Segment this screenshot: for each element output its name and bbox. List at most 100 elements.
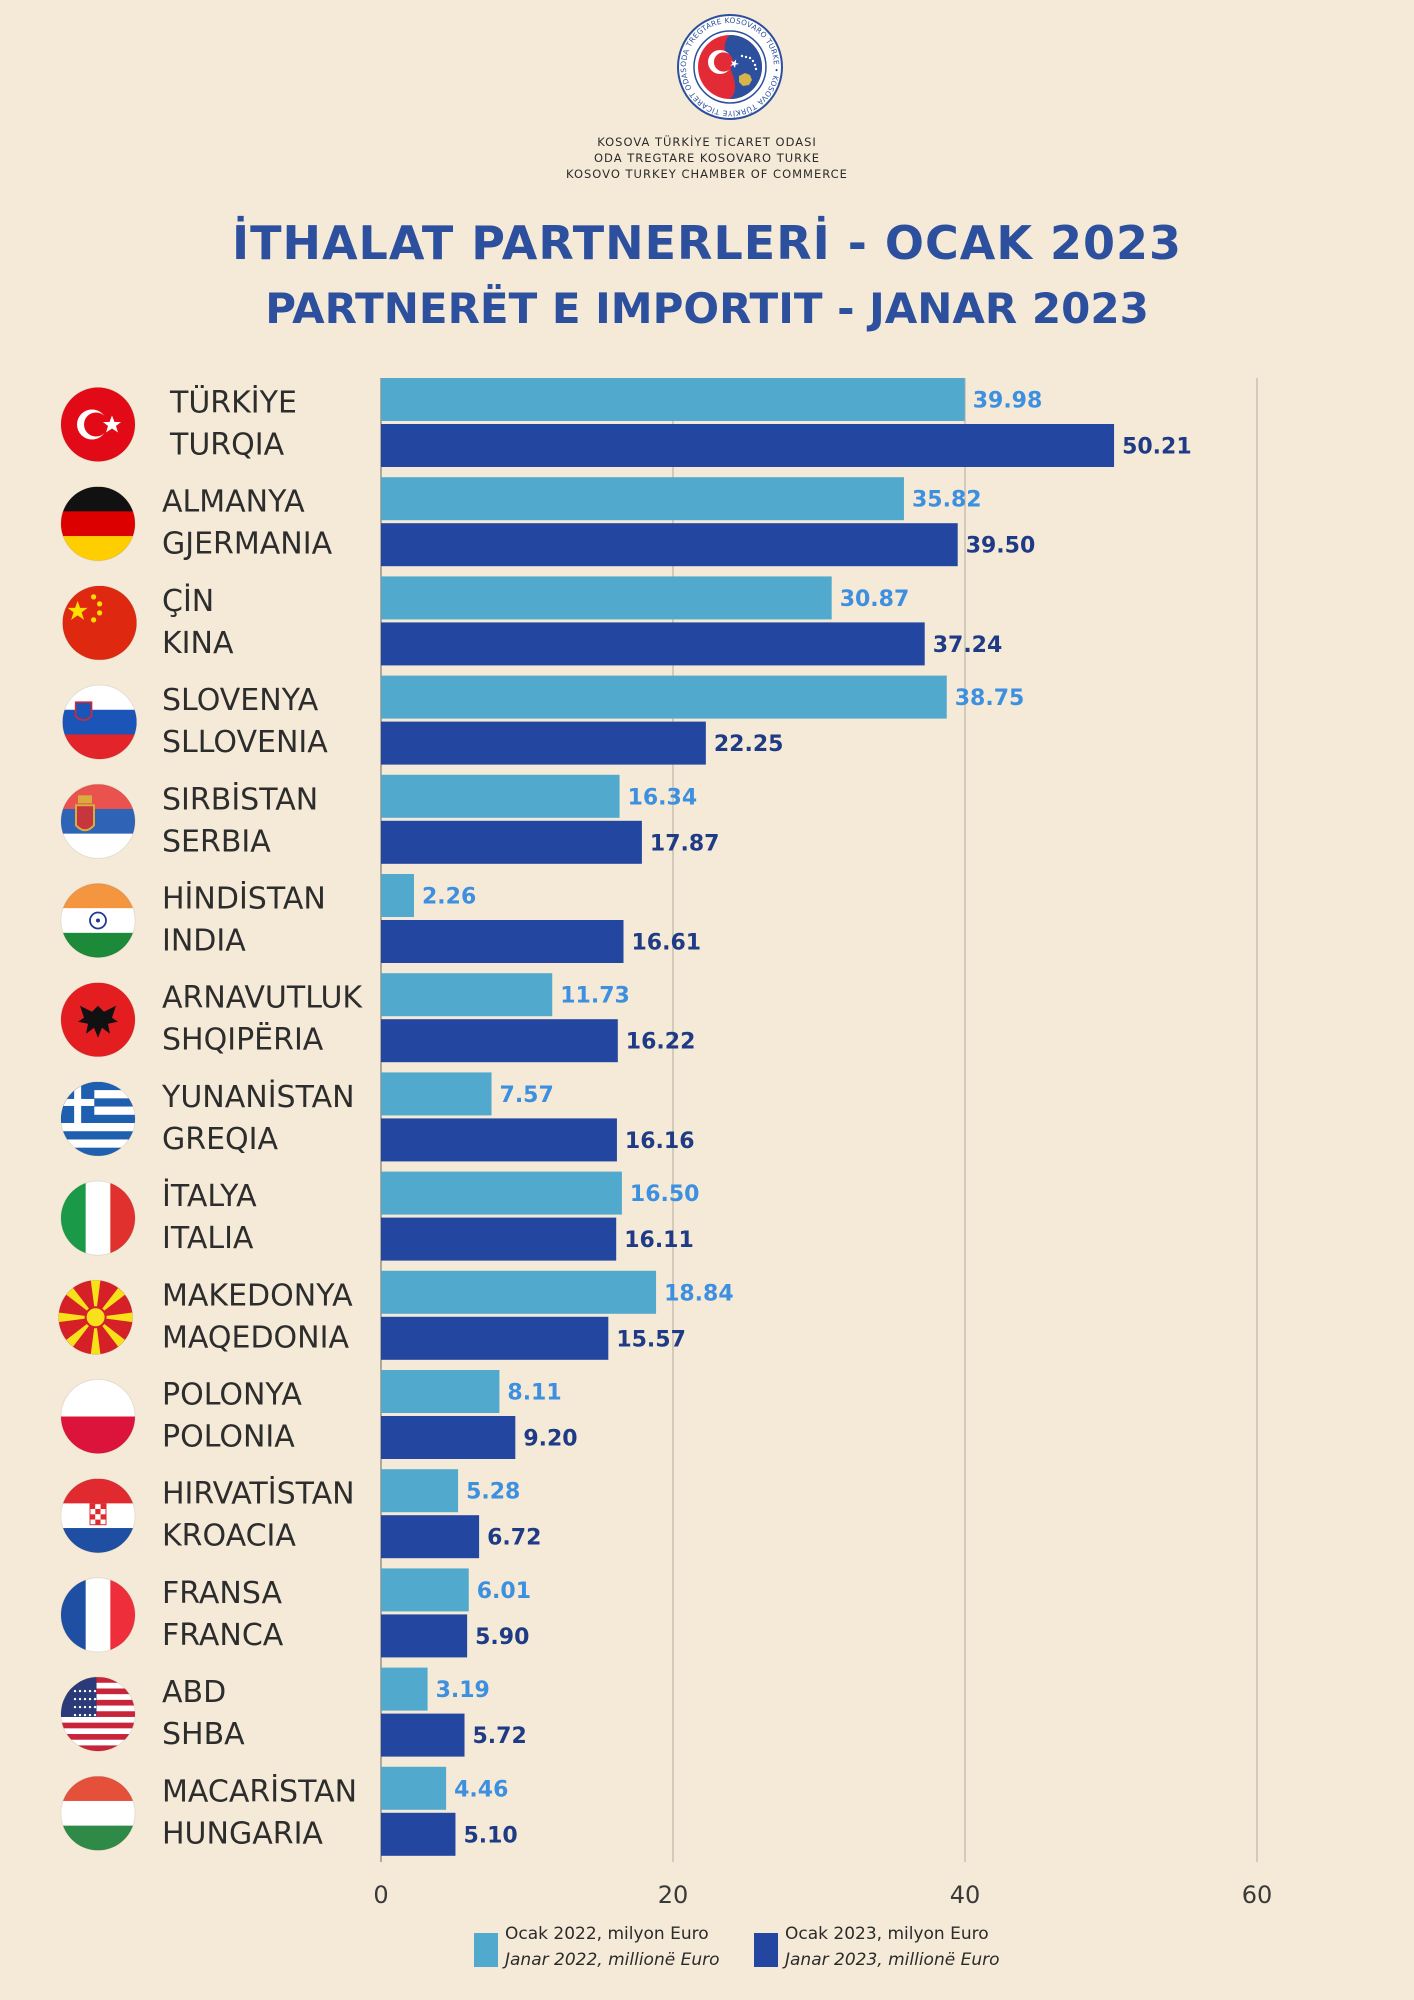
category-label-sq: SHBA <box>162 1717 245 1752</box>
chamber-name-tr: KOSOVA TÜRKİYE TİCARET ODASI <box>597 135 817 149</box>
legend-item-2023: Ocak 2023, milyon Euro Janar 2023, milli… <box>785 1921 999 1973</box>
bar-2023 <box>381 1713 465 1757</box>
bar-2022 <box>381 1766 447 1810</box>
category-label-tr: ALMANYA <box>162 485 305 520</box>
bar-2023 <box>381 1019 618 1063</box>
bar-2023 <box>381 1515 480 1559</box>
bar-2023 <box>381 523 958 567</box>
bar-2022 <box>381 675 947 719</box>
bar-2022 <box>381 874 414 917</box>
value-label-2023: 16.61 <box>632 931 702 956</box>
category-label-tr: ABD <box>162 1675 226 1710</box>
value-label-2022: 5.28 <box>466 1480 520 1505</box>
slovenia-flag-icon <box>62 684 138 760</box>
bar-2022 <box>381 1469 459 1513</box>
bar-2022 <box>381 1667 428 1711</box>
chart-title-sq: PARTNERËT E IMPORTIT - JANAR 2023 <box>265 284 1149 333</box>
chamber-logo: ODA TREGTARE KOSOVARO TURKE • KOSOVA TÜR… <box>677 14 783 120</box>
bar-2023 <box>381 1316 609 1360</box>
value-label-2022: 4.46 <box>454 1777 508 1802</box>
bar-2023 <box>381 920 624 963</box>
category-label-tr: SLOVENYA <box>162 683 319 718</box>
italy-flag-icon <box>60 1180 136 1256</box>
category-label-tr: MACARİSTAN <box>162 1773 357 1809</box>
bar-2023 <box>381 721 706 765</box>
chart-title-tr: İTHALAT PARTNERLERİ - OCAK 2023 <box>231 216 1183 270</box>
value-label-2022: 30.87 <box>840 587 910 612</box>
value-label-2023: 16.11 <box>624 1228 694 1253</box>
bar-2022 <box>381 1171 622 1215</box>
legend-2023-tr: Ocak 2023, milyon Euro <box>785 1924 989 1944</box>
bar-2023 <box>381 424 1115 467</box>
x-tick-label: 40 <box>950 1881 981 1909</box>
category-label-sq: KROACIA <box>162 1519 296 1554</box>
category-label-sq: GREQIA <box>162 1122 279 1157</box>
germany-flag-icon <box>60 486 136 562</box>
france-flag-icon <box>60 1577 136 1653</box>
bar-2023 <box>381 1614 468 1658</box>
value-label-2023: 16.16 <box>625 1129 695 1154</box>
bar-2023 <box>381 820 642 864</box>
category-label-sq: SHQIPËRIA <box>162 1022 324 1058</box>
category-label-tr: İTALYA <box>162 1178 257 1214</box>
value-label-2023: 39.50 <box>966 534 1036 559</box>
value-label-2022: 11.73 <box>560 984 630 1009</box>
category-label-sq: SLLOVENIA <box>162 725 328 760</box>
category-label-tr: ARNAVUTLUK <box>162 981 363 1016</box>
category-label-tr: SIRBİSTAN <box>162 781 318 817</box>
value-label-2022: 2.26 <box>422 885 476 910</box>
bar-2022 <box>381 477 904 521</box>
chamber-name-sq: ODA TREGTARE KOSOVARO TURKE <box>594 151 820 165</box>
bar-2023 <box>381 622 925 666</box>
value-label-2023: 9.20 <box>523 1427 577 1452</box>
legend-swatch-2022 <box>474 1933 498 1967</box>
value-label-2022: 7.57 <box>500 1083 554 1108</box>
croatia-flag-icon <box>60 1478 136 1554</box>
bar-2022 <box>381 378 965 421</box>
value-label-2023: 5.10 <box>463 1823 517 1848</box>
value-label-2022: 39.98 <box>973 389 1043 414</box>
legend-2022-tr: Ocak 2022, milyon Euro <box>505 1924 709 1944</box>
category-label-tr: POLONYA <box>162 1378 302 1413</box>
category-label-tr: FRANSA <box>162 1576 282 1611</box>
bar-2022 <box>381 973 553 1017</box>
value-label-2023: 5.90 <box>475 1625 529 1650</box>
x-tick-label: 0 <box>373 1881 388 1909</box>
category-label-sq: TURQIA <box>169 428 285 463</box>
category-label-sq: KINA <box>162 626 234 661</box>
value-label-2023: 37.24 <box>933 633 1003 658</box>
legend-item-2022: Ocak 2022, milyon Euro Janar 2022, milli… <box>505 1921 719 1973</box>
category-label-sq: MAQEDONIA <box>162 1320 349 1355</box>
north-macedonia-flag-icon <box>58 1279 134 1355</box>
value-label-2022: 3.19 <box>436 1678 490 1703</box>
usa-flag-icon <box>60 1676 136 1752</box>
category-label-tr: TÜRKİYE <box>169 385 297 421</box>
bar-2022 <box>381 774 620 818</box>
value-label-2022: 8.11 <box>507 1381 561 1406</box>
value-label-2023: 5.72 <box>473 1724 527 1749</box>
category-label-sq: FRANCA <box>162 1618 284 1653</box>
hungary-flag-icon <box>60 1775 136 1851</box>
value-label-2023: 15.57 <box>616 1327 686 1352</box>
china-flag-icon <box>62 585 138 661</box>
chamber-name-en: KOSOVO TURKEY CHAMBER OF COMMERCE <box>566 167 848 181</box>
category-label-tr: ÇİN <box>162 583 214 619</box>
albania-flag-icon <box>60 982 136 1058</box>
category-label-sq: HUNGARIA <box>162 1816 323 1851</box>
x-tick-label: 60 <box>1242 1881 1273 1909</box>
serbia-flag-icon <box>60 783 136 859</box>
greece-flag-icon <box>60 1081 136 1157</box>
bar-2022 <box>381 1270 657 1314</box>
bar-2022 <box>381 1370 500 1413</box>
value-label-2023: 22.25 <box>714 732 784 757</box>
category-label-sq: GJERMANIA <box>162 527 333 562</box>
poland-flag-icon <box>60 1379 136 1454</box>
category-label-sq: POLONIA <box>162 1420 295 1455</box>
value-label-2023: 16.22 <box>626 1030 696 1055</box>
bar-2023 <box>381 1416 516 1459</box>
india-flag-icon <box>60 883 136 958</box>
value-label-2022: 38.75 <box>955 686 1025 711</box>
bar-2022 <box>381 1072 492 1116</box>
value-label-2023: 6.72 <box>487 1526 541 1551</box>
